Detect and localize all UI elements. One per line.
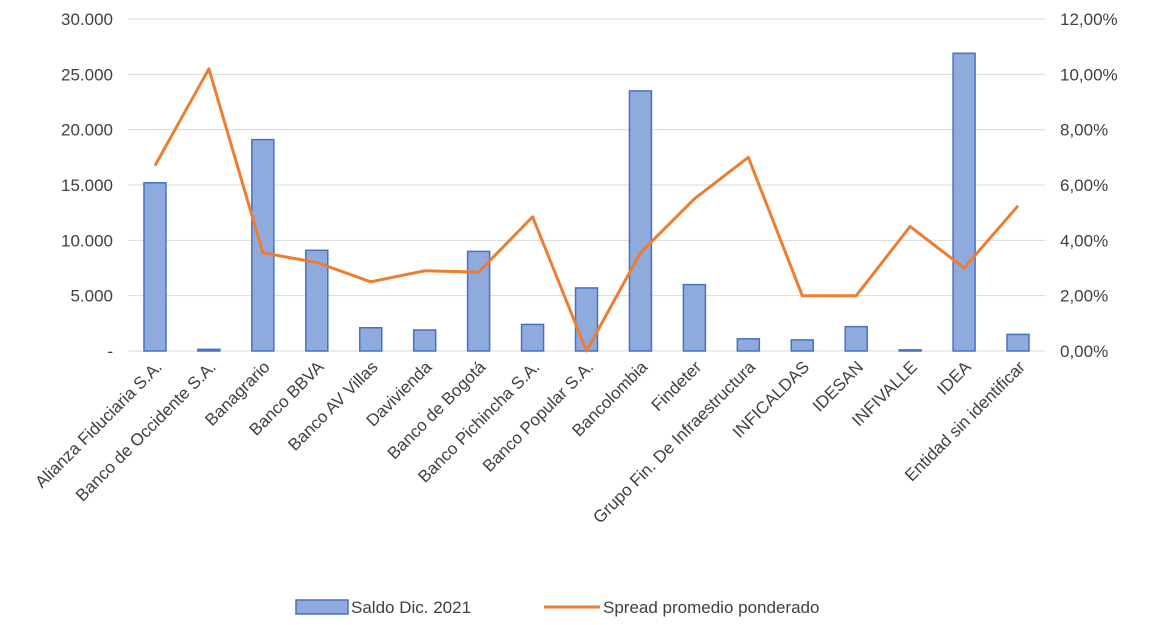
bar [520, 323, 545, 352]
bar-series [143, 52, 1030, 352]
bar [251, 138, 275, 352]
category-label: IDEA [933, 357, 975, 399]
left-tick-label: 25.000 [61, 65, 113, 84]
bar [736, 338, 761, 352]
right-tick-label: 8,00% [1060, 121, 1108, 140]
legend-bar-label: Saldo Dic. 2021 [351, 598, 471, 617]
spread-line [153, 67, 1020, 353]
bar [628, 90, 653, 352]
category-axis: Alianza Fiduciaria S.A.Banco de Occident… [31, 357, 1029, 527]
bar [952, 52, 976, 352]
right-tick-label: 0,00% [1060, 342, 1108, 361]
right-tick-label: 6,00% [1060, 176, 1108, 195]
right-tick-label: 10,00% [1060, 65, 1118, 84]
legend: Saldo Dic. 2021 Spread promedio ponderado [295, 598, 819, 617]
legend-bar-swatch [295, 599, 349, 615]
legend-line-label: Spread promedio ponderado [603, 598, 819, 617]
left-tick-label: 10.000 [61, 231, 113, 250]
left-tick-label: 15.000 [61, 176, 113, 195]
bar [844, 325, 868, 352]
bar [898, 349, 922, 352]
bar [1006, 333, 1030, 352]
right-tick-label: 4,00% [1060, 231, 1108, 250]
left-tick-label: 20.000 [61, 121, 113, 140]
bar [682, 283, 707, 352]
right-tick-label: 12,00% [1060, 10, 1118, 29]
line-series [153, 67, 1020, 353]
left-tick-label: 5.000 [70, 287, 113, 306]
bar [574, 287, 599, 352]
bar [412, 329, 437, 352]
left-tick-label: 30.000 [61, 10, 113, 29]
left-axis: - 5.000 10.000 15.000 20.000 25.000 30.000 [61, 10, 113, 361]
bar [790, 339, 815, 352]
gridlines [128, 18, 1045, 352]
bar [143, 182, 167, 352]
bar [305, 249, 329, 352]
right-axis: 0,00% 2,00% 4,00% 6,00% 8,00% 10,00% 12,00% [1060, 10, 1118, 361]
category-label: Banco de Bogotá [384, 357, 490, 463]
right-tick-label: 2,00% [1060, 287, 1108, 306]
bar [197, 348, 221, 352]
left-tick-label: - [107, 342, 113, 361]
bar [358, 327, 383, 352]
bar [466, 250, 491, 352]
